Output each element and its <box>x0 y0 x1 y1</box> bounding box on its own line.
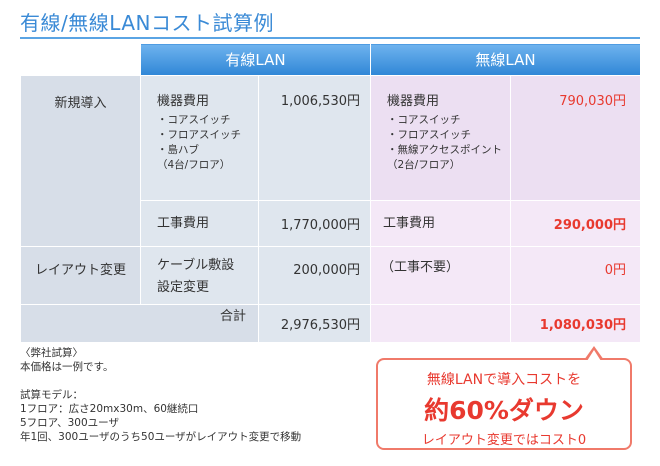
notes-model-line: 年1回、300ユーザのうち50ユーザがレイアウト変更で移動 <box>20 431 302 443</box>
wired-construction-label: 工事費用 <box>157 215 210 231</box>
table-row: 合計 2,976,530円 1,080,030円 <box>20 304 641 343</box>
title-divider <box>20 37 640 39</box>
wired-layout-line: ケーブル敷設 <box>157 258 235 273</box>
wired-construction-amount: 1,770,000円 <box>258 200 371 247</box>
list-item: ・島ハブ <box>157 144 199 156</box>
header-wired: 有線LAN <box>140 43 371 76</box>
table-row: 新規導入 機器費用 ・コアスイッチ ・フロアスイッチ ・島ハブ （4台/フロア）… <box>20 75 641 247</box>
table-row: レイアウト変更 ケーブル敷設 設定変更 200,000円 （工事不要） 0円 <box>20 246 641 305</box>
wired-equipment-label: 機器費用 <box>157 94 210 109</box>
notes-disclaimer: 本価格は一例です。 <box>20 361 114 373</box>
list-item: ・無線アクセスポイント <box>387 144 502 156</box>
list-item: ・フロアスイッチ <box>387 129 471 141</box>
wireless-construction-label: 工事費用 <box>383 215 436 231</box>
savings-callout: 無線LANで導入コストを 約60%ダウン レイアウト変更ではコスト0 <box>376 346 632 450</box>
callout-line3: レイアウト変更ではコスト0 <box>421 433 587 448</box>
wired-equipment-cell: 機器費用 ・コアスイッチ ・フロアスイッチ ・島ハブ （4台/フロア） <box>140 75 259 201</box>
row-label-layout-change: レイアウト変更 <box>20 246 141 305</box>
table-header-row: 有線LAN 無線LAN <box>20 43 641 76</box>
row-label-new-install: 新規導入 <box>20 75 141 247</box>
wireless-layout-cell: （工事不要） <box>370 246 511 305</box>
wireless-construction-cell: 工事費用 <box>370 200 511 247</box>
callout-line1: 無線LANで導入コストを <box>426 372 582 388</box>
list-item: （2台/フロア） <box>387 159 461 171</box>
list-item: ・フロアスイッチ <box>157 129 241 141</box>
list-item: ・コアスイッチ <box>157 114 231 126</box>
wired-construction-cell: 工事費用 <box>140 200 259 247</box>
wireless-total-amount: 1,080,030円 <box>510 304 641 343</box>
notes-model-title: 試算モデル： <box>20 389 83 401</box>
page-title: 有線/無線LANコスト試算例 <box>20 11 274 35</box>
wireless-layout-label: （工事不要） <box>381 260 460 275</box>
wireless-equipment-label: 機器費用 <box>387 94 440 109</box>
row-label-total: 合計 <box>20 304 259 343</box>
wired-layout-line: 設定変更 <box>157 280 210 295</box>
wired-layout-amount: 200,000円 <box>258 246 371 305</box>
header-blank <box>20 43 141 76</box>
table-row: 工事費用 1,770,000円 工事費用 290,000円 <box>21 200 641 247</box>
list-item: ・コアスイッチ <box>387 114 461 126</box>
list-item: （4台/フロア） <box>157 159 231 171</box>
notes-model-line: 5フロア、300ユーザ <box>20 417 119 429</box>
wired-total-amount: 2,976,530円 <box>258 304 371 343</box>
notes-source: 〈弊社試算〉 <box>20 347 83 359</box>
notes: 〈弊社試算〉 本価格は一例です。 試算モデル： 1フロア：広さ20mx30m、6… <box>20 346 301 444</box>
header-wireless: 無線LAN <box>370 43 641 76</box>
wired-layout-cell: ケーブル敷設 設定変更 <box>140 246 259 305</box>
wireless-total-blank <box>370 304 511 343</box>
wireless-equipment-cell: 機器費用 ・コアスイッチ ・フロアスイッチ ・無線アクセスポイント （2台/フロ… <box>370 75 511 201</box>
cost-comparison-table: 有線LAN 無線LAN 新規導入 機器費用 ・コアスイッチ ・フロアスイッチ ・… <box>20 43 641 343</box>
callout-line2: 約60%ダウン <box>424 396 584 425</box>
wireless-layout-amount: 0円 <box>510 246 641 305</box>
wireless-construction-amount: 290,000円 <box>510 200 641 247</box>
wireless-equipment-amount: 790,030円 <box>510 75 641 201</box>
notes-model-line: 1フロア：広さ20mx30m、60継続口 <box>20 403 199 415</box>
wired-equipment-amount: 1,006,530円 <box>258 75 371 201</box>
